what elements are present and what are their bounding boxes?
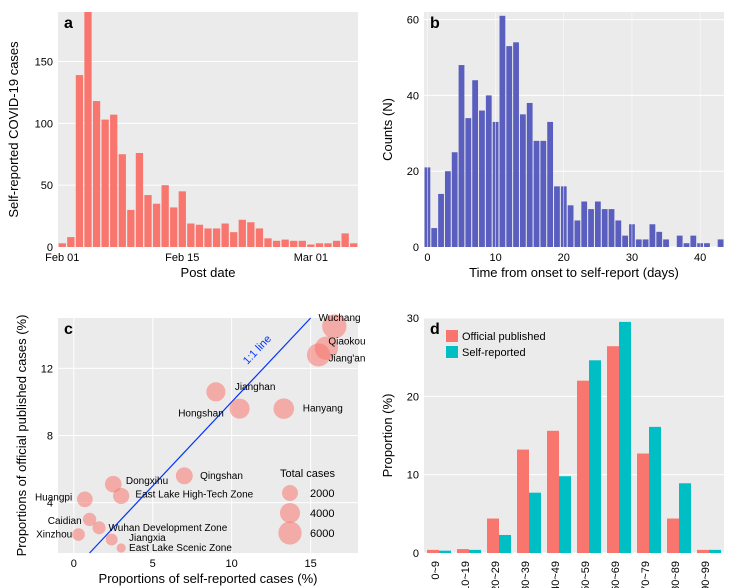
svg-text:15: 15	[305, 558, 317, 570]
scatter-point-label: Wuhan Development Zone	[109, 523, 228, 534]
panel-b-ylabel: Counts (N)	[380, 98, 395, 161]
scatter-point-label: Xinzhou	[36, 530, 72, 541]
svg-text:100: 100	[35, 118, 53, 130]
svg-text:4000: 4000	[310, 508, 334, 520]
scatter-point-label: Qiaokou	[328, 337, 365, 348]
svg-text:30~39: 30~39	[520, 561, 532, 588]
svg-text:0: 0	[413, 242, 419, 254]
legend-series-label: Official published	[462, 331, 546, 343]
svg-text:40: 40	[694, 252, 706, 264]
svg-text:0~9: 0~9	[430, 561, 442, 580]
scatter-point-label: Huangpi	[35, 493, 72, 504]
svg-text:10: 10	[407, 470, 419, 482]
svg-text:20: 20	[407, 391, 419, 403]
svg-text:10~19: 10~19	[460, 561, 472, 588]
svg-text:40~49: 40~49	[550, 561, 562, 588]
svg-text:Feb 15: Feb 15	[165, 252, 199, 264]
scatter-point-label: Hanyang	[303, 404, 343, 415]
scatter-point-label: Hongshan	[178, 409, 224, 420]
svg-text:12: 12	[41, 363, 53, 375]
svg-text:20: 20	[558, 252, 570, 264]
svg-text:10: 10	[489, 252, 501, 264]
legend-series-label: Self-reported	[462, 347, 526, 359]
svg-text:90~99: 90~99	[700, 561, 712, 588]
panel-a-ylabel: Self-reported COVID-19 cases	[6, 41, 21, 218]
svg-text:20~29: 20~29	[490, 561, 502, 588]
svg-text:6000: 6000	[310, 528, 334, 540]
svg-text:30: 30	[407, 313, 419, 325]
svg-text:10: 10	[226, 558, 238, 570]
figure-container: 050100150Feb 01Feb 15Mar 01Post dateSelf…	[0, 0, 729, 588]
scatter-point-label: Jiang'an	[328, 353, 365, 364]
svg-text:Feb 01: Feb 01	[45, 252, 79, 264]
panel-a-xlabel: Post date	[181, 265, 236, 280]
svg-text:150: 150	[35, 56, 53, 68]
panel-b-xlabel: Time from onset to self-report (days)	[469, 265, 679, 280]
scatter-point-label: Jianghan	[235, 382, 276, 393]
svg-text:0: 0	[413, 548, 419, 560]
panel-d-ylabel: Proportion (%)	[380, 394, 395, 478]
svg-text:0: 0	[71, 558, 77, 570]
panel-c-ylabel: Proportions of official published cases …	[14, 315, 29, 557]
scatter-point-label: East Lake Scenic Zone	[129, 543, 232, 554]
svg-text:2000: 2000	[310, 488, 334, 500]
svg-text:60: 60	[407, 15, 419, 27]
scatter-point-label: Wuchang	[319, 313, 361, 324]
svg-text:70~79: 70~79	[640, 561, 652, 588]
scatter-point-label: Dongxihu	[126, 476, 168, 487]
panel-a-letter: a	[64, 15, 73, 32]
panel-c-xlabel: Proportions of self-reported cases (%)	[99, 571, 318, 586]
panel-b-letter: b	[430, 15, 440, 32]
scatter-point-label: Qingshan	[200, 471, 243, 482]
panel-d-letter: d	[430, 321, 440, 338]
scatter-point-label: East Lake High-Tech Zone	[135, 489, 253, 500]
scatter-point-label: Caidian	[48, 516, 82, 527]
size-legend-title: Total cases	[280, 468, 336, 480]
panel-c-letter: c	[64, 321, 73, 338]
svg-text:8: 8	[47, 431, 53, 443]
figure-svg: 050100150Feb 01Feb 15Mar 01Post dateSelf…	[0, 0, 729, 588]
svg-text:80~89: 80~89	[670, 561, 682, 588]
svg-text:30: 30	[626, 252, 638, 264]
svg-text:Mar 01: Mar 01	[294, 252, 328, 264]
svg-text:5: 5	[150, 558, 156, 570]
svg-text:20: 20	[407, 166, 419, 178]
svg-text:50~59: 50~59	[580, 561, 592, 588]
svg-text:50: 50	[41, 180, 53, 192]
svg-text:60~69: 60~69	[610, 561, 622, 588]
svg-text:40: 40	[407, 90, 419, 102]
svg-text:0: 0	[424, 252, 430, 264]
